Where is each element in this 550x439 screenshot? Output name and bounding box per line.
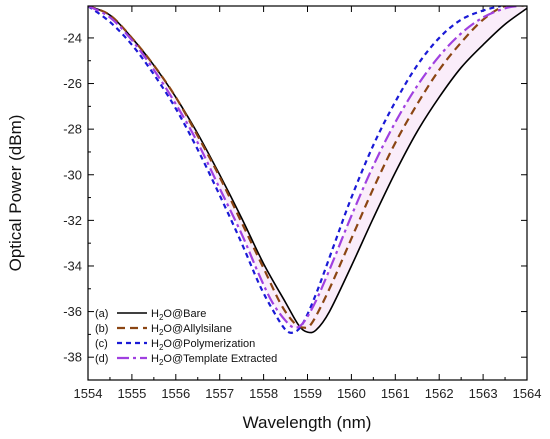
y-axis-title: Optical Power (dBm) <box>6 115 25 272</box>
legend-label-subscript: 2 <box>159 358 164 367</box>
legend-label: H2O@Allylsilane <box>151 323 232 337</box>
legend-label-subscript: 2 <box>159 313 164 322</box>
legend-marker: (b) <box>95 323 108 335</box>
x-axis-title: Wavelength (nm) <box>243 413 372 432</box>
y-tick-label: -30 <box>63 167 82 182</box>
legend-label-prefix: H <box>151 323 159 335</box>
y-tick-label: -24 <box>63 30 82 45</box>
legend-marker: (a) <box>95 308 108 320</box>
x-tick-label: 1562 <box>425 386 454 401</box>
legend-marker: (c) <box>95 338 108 350</box>
legend-label-suffix: O@Template Extracted <box>163 353 277 365</box>
legend-label-subscript: 2 <box>159 343 164 352</box>
y-tick-label: -36 <box>63 304 82 319</box>
y-tick-label: -32 <box>63 213 82 228</box>
y-tick-label: -38 <box>63 350 82 365</box>
plot-frame <box>87 5 528 381</box>
legend-label: H2O@Template Extracted <box>151 353 277 367</box>
legend-label-subscript: 2 <box>159 328 164 337</box>
x-tick-label: 1561 <box>381 386 410 401</box>
y-tick-label: -34 <box>63 258 82 273</box>
y-tick-label: -28 <box>63 122 82 137</box>
series-line-d <box>88 6 519 329</box>
legend-label-prefix: H <box>151 338 159 350</box>
y-tick-label: -26 <box>63 76 82 91</box>
x-tick-label: 1554 <box>74 386 103 401</box>
shaded-band <box>88 6 527 333</box>
x-axis-ticks: 1554 1555 1556 1557 1558 1559 1560 1561 1562 1563… <box>74 6 542 401</box>
series-line-b <box>88 6 527 329</box>
legend-label-suffix: O@Polymerization <box>163 338 255 350</box>
legend-label-prefix: H <box>151 308 159 320</box>
legend-label-suffix: O@Bare <box>163 308 206 320</box>
x-tick-label: 1558 <box>249 386 278 401</box>
series-layer <box>88 6 527 334</box>
legend-label-suffix: O@Allylsilane <box>163 323 232 335</box>
x-tick-label: 1559 <box>293 386 322 401</box>
x-tick-label: 1560 <box>337 386 366 401</box>
y-axis-ticks: -24 -26 -28 -30 -32 -34 -36 -38 <box>63 30 527 381</box>
x-tick-label: 1563 <box>469 386 498 401</box>
legend-label: H2O@Polymerization <box>151 338 255 352</box>
legend-marker: (d) <box>95 353 108 365</box>
legend-label-prefix: H <box>151 353 159 365</box>
x-tick-label: 1564 <box>513 386 542 401</box>
x-tick-label: 1556 <box>161 386 190 401</box>
legend: (a) H2O@Bare(b) H2O@Allylsilane(c) H2O@Poly… <box>95 308 277 367</box>
legend-label: H2O@Bare <box>151 308 206 322</box>
x-tick-label: 1555 <box>117 386 146 401</box>
x-tick-label: 1557 <box>205 386 234 401</box>
